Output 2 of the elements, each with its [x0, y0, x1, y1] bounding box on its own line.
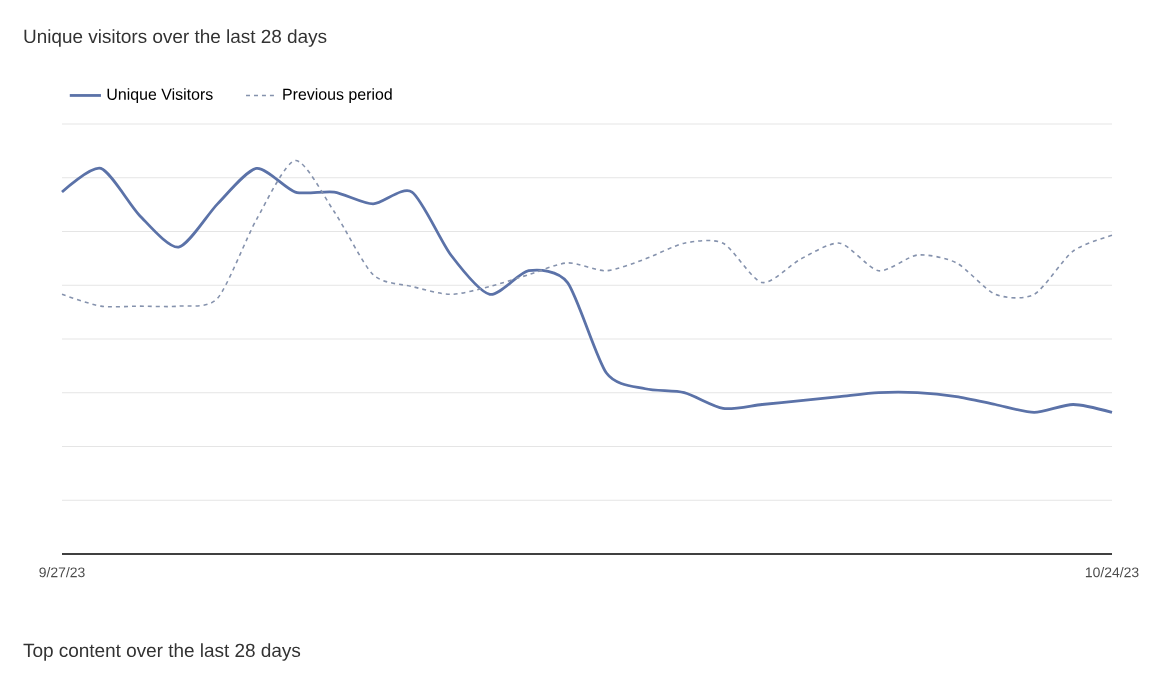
chart-title: Unique visitors over the last 28 days	[24, 29, 327, 47]
text: Top content over the last 28 days	[23, 643, 301, 661]
